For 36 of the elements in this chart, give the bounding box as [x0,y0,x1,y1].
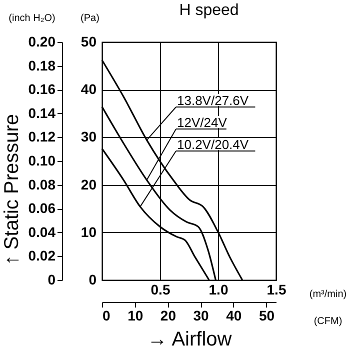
y-tick-label: 40 [80,81,97,98]
x2-tick-label: 50 [258,308,275,324]
y2-tick-label: 0.02 [28,248,56,264]
y-tick-label: 0 [88,272,97,288]
y2-axis-title: ↑ Static Pressure [1,114,23,266]
text: (inch H₂O) [8,13,56,24]
y2-tick-label: 0.08 [28,176,56,192]
text: (Pa) [80,13,100,24]
y-tick-label: 30 [80,128,97,145]
x-axis-title: → Airflow [147,328,232,349]
y2-tick-label: 0.06 [28,200,56,216]
y2-tick-label: 0.10 [28,152,56,168]
y2-tick-label: 0.18 [28,57,56,74]
text: 12V/24V [177,115,228,130]
chart-title: H speed [179,2,239,19]
y2-tick-label: 0.16 [28,81,56,98]
x2-tick-label: 30 [193,308,210,324]
text: (m³/min) [309,289,347,300]
y2-tick-label: 0.20 [28,34,56,50]
x2-tick-label: 0 [102,308,110,324]
x-tick-label: 0.5 [150,282,170,298]
text: 10.2V/20.4V [177,137,249,152]
x2-tick-label: 40 [226,308,242,324]
text: 13.8V/27.6V [177,93,249,108]
y2-tick-label: 0.14 [28,104,56,121]
y2-tick-label: 0.12 [28,128,56,145]
x-tick-label: 1.5 [266,282,286,298]
y-tick-label: 20 [80,176,97,192]
x2-tick-label: 20 [160,308,176,324]
y2-tick-label: 0 [48,272,56,288]
y2-tick-label: 0.04 [28,224,56,240]
y-tick-label: 10 [80,224,97,240]
x-tick-label: 1.0 [208,282,228,298]
x2-tick-label: 10 [128,308,144,324]
y-tick-label: 50 [80,34,97,50]
text: (CFM) [314,316,342,327]
